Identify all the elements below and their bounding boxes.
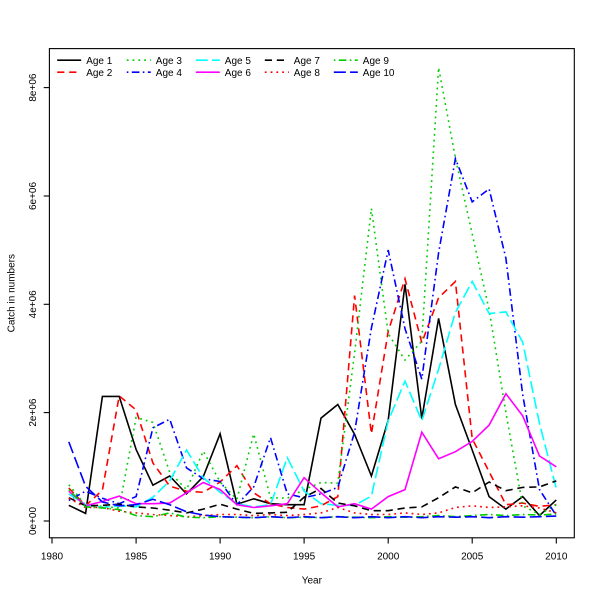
svg-text:Age 10: Age 10 [363,68,395,79]
svg-text:8e+06: 8e+06 [28,73,39,102]
svg-text:1990: 1990 [209,552,232,563]
svg-text:Age 3: Age 3 [156,56,183,67]
svg-text:1980: 1980 [41,552,64,563]
svg-text:2e+06: 2e+06 [28,398,39,427]
svg-text:1995: 1995 [293,552,316,563]
svg-text:Year: Year [302,576,323,587]
svg-text:6e+06: 6e+06 [28,182,39,211]
svg-text:Age 2: Age 2 [86,68,113,79]
svg-text:Catch in numbers: Catch in numbers [7,254,18,332]
svg-text:Age 6: Age 6 [225,68,252,79]
svg-text:2005: 2005 [461,552,484,563]
svg-text:4e+06: 4e+06 [28,290,39,319]
svg-text:2010: 2010 [545,552,568,563]
svg-text:2000: 2000 [377,552,400,563]
svg-text:Age 7: Age 7 [294,56,321,67]
svg-text:1985: 1985 [125,552,148,563]
svg-text:Age 1: Age 1 [86,56,113,67]
svg-text:Age 4: Age 4 [156,68,183,79]
svg-text:Age 9: Age 9 [363,56,390,67]
svg-text:Age 8: Age 8 [294,68,321,79]
svg-text:Age 5: Age 5 [225,56,252,67]
svg-text:0e+00: 0e+00 [28,507,39,536]
